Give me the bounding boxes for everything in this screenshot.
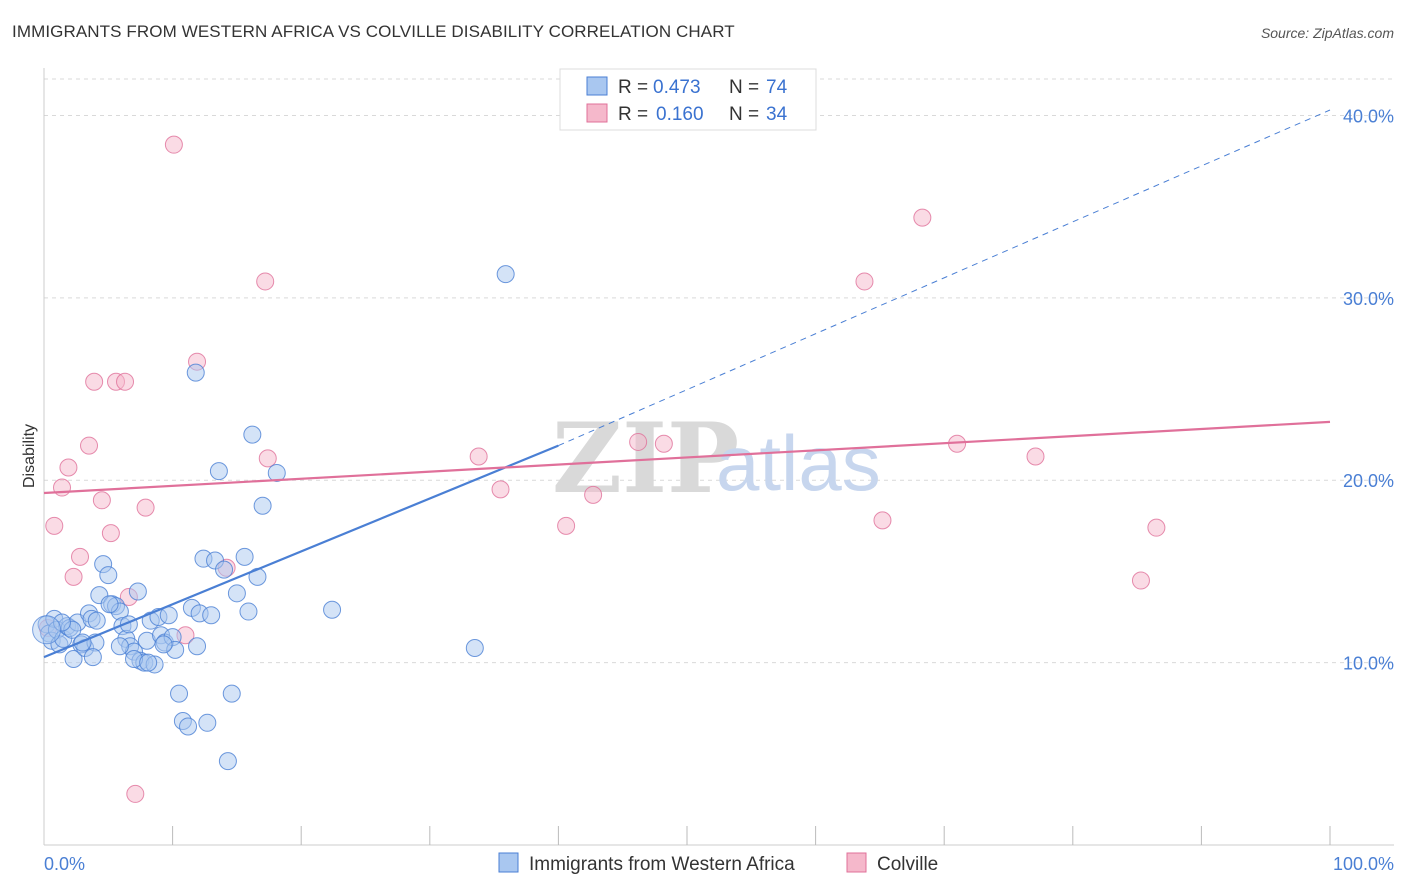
y-axis-label: Disability [21, 424, 38, 488]
colville-point [913, 208, 932, 227]
colville-point [1131, 571, 1150, 590]
immigrants-point [202, 606, 221, 625]
top-legend: R = 0.473 N = 74 R = 0.160 N = 34 [559, 68, 817, 131]
y-tick-label: 20.0% [1343, 471, 1394, 491]
immigrants-point [188, 637, 207, 656]
y-tick-label: 10.0% [1343, 654, 1394, 674]
legend-r-label-2: R = [618, 104, 648, 125]
colville-point [85, 372, 104, 391]
immigrants-point [73, 633, 92, 652]
colville-point [1147, 518, 1166, 537]
colville-point [92, 491, 111, 510]
immigrants-points [32, 265, 515, 771]
watermark-atlas: atlas [716, 419, 881, 507]
immigrants-point [87, 611, 106, 630]
immigrants-point [53, 613, 72, 632]
immigrants-point [465, 639, 484, 658]
colville-point [136, 498, 155, 517]
immigrants-point-cluster [32, 615, 62, 645]
bottom-legend-swatch-colville [846, 852, 867, 873]
immigrants-point [243, 425, 262, 444]
colville-point [126, 784, 145, 803]
trend-lines [43, 109, 1331, 659]
y-tick-label: 30.0% [1343, 289, 1394, 309]
bottom-legend-swatch-immigrants [498, 852, 519, 873]
immigrants-trend-line [43, 444, 559, 659]
colville-point [469, 447, 488, 466]
legend-swatch-immigrants [586, 76, 608, 96]
x-tick-label-max: 100.0% [1333, 854, 1394, 874]
colville-point [258, 449, 277, 468]
chart-title: IMMIGRANTS FROM WESTERN AFRICA VS COLVIL… [12, 22, 735, 41]
colville-trend-line [43, 420, 1331, 495]
colville-point [491, 480, 510, 499]
colville-point [45, 516, 64, 535]
immigrants-point [179, 717, 198, 736]
colville-point [873, 511, 892, 530]
colville-point [1026, 447, 1045, 466]
legend-swatch-colville [586, 103, 608, 123]
colville-point [101, 524, 120, 543]
immigrants-point [170, 684, 189, 703]
bottom-legend-label-colville: Colville [877, 854, 938, 875]
immigrants-point [253, 496, 272, 515]
colville-point [53, 478, 72, 497]
immigrants-point [218, 752, 237, 771]
legend-n-label-2: N = [729, 104, 759, 125]
immigrants-point [209, 462, 228, 481]
grid-lines [44, 78, 1394, 664]
legend-n-value-2: 34 [766, 104, 788, 125]
colville-point [654, 434, 673, 453]
colville-point [256, 272, 275, 291]
immigrants-point [227, 584, 246, 603]
immigrants-point [496, 265, 515, 284]
immigrants-point [100, 595, 119, 614]
colville-point [71, 547, 90, 566]
y-tick-label: 40.0% [1343, 106, 1394, 126]
legend-n-value-1: 74 [766, 77, 788, 98]
colville-point [164, 135, 183, 154]
x-tick-labels: 0.0% 100.0% [44, 854, 1394, 874]
immigrants-point [154, 635, 173, 654]
watermark-zip: ZIP [552, 402, 739, 515]
immigrants-point [267, 463, 286, 482]
legend-r-value-1: 0.473 [653, 77, 701, 98]
bottom-legend: Immigrants from Western Africa Colville [498, 852, 938, 875]
immigrants-point [128, 582, 147, 601]
immigrants-point [99, 566, 118, 585]
legend-r-label-1: R = [618, 77, 648, 98]
immigrants-point [64, 649, 83, 668]
colville-point [557, 516, 576, 535]
immigrants-point [186, 363, 205, 382]
colville-point [629, 432, 648, 451]
immigrants-point [239, 602, 258, 621]
colville-point [584, 485, 603, 504]
colville-point [59, 458, 78, 477]
immigrants-point [198, 713, 217, 732]
legend-n-label-1: N = [729, 77, 759, 98]
watermark: ZIP atlas [552, 402, 881, 515]
immigrants-point [139, 653, 158, 672]
colville-point [116, 372, 135, 391]
immigrants-point [235, 547, 254, 566]
colville-point [64, 567, 83, 586]
immigrants-point [323, 600, 342, 619]
immigrants-point [110, 637, 129, 656]
immigrants-point [215, 560, 234, 579]
colville-point [80, 436, 99, 455]
legend-r-value-2: 0.160 [656, 104, 704, 125]
axes [43, 68, 1394, 846]
bottom-legend-label-immigrants: Immigrants from Western Africa [529, 854, 795, 875]
chart-source: Source: ZipAtlas.com [1260, 25, 1394, 41]
y-tick-labels: 10.0% 20.0% 30.0% 40.0% [1343, 106, 1394, 673]
colville-point [855, 272, 874, 291]
immigrants-point [83, 648, 102, 667]
immigrants-trend-extension [558, 109, 1331, 447]
x-tick-label-min: 0.0% [44, 854, 85, 874]
immigrants-point [222, 684, 241, 703]
